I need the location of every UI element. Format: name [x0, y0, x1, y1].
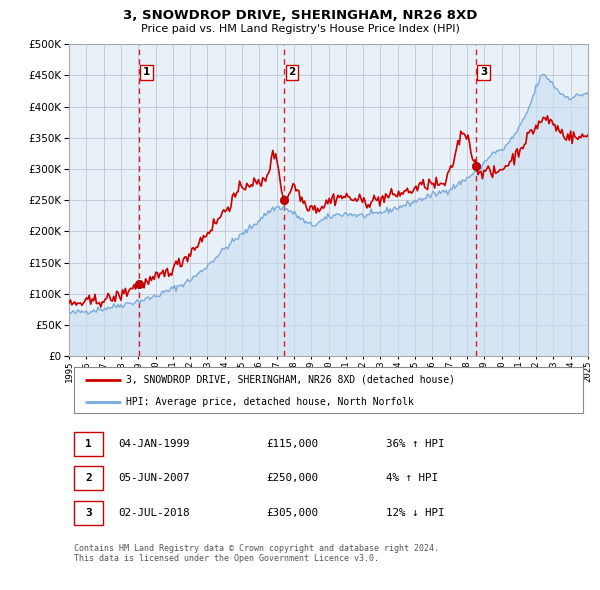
- Text: Contains HM Land Registry data © Crown copyright and database right 2024.
This d: Contains HM Land Registry data © Crown c…: [74, 544, 439, 563]
- Text: 3, SNOWDROP DRIVE, SHERINGHAM, NR26 8XD (detached house): 3, SNOWDROP DRIVE, SHERINGHAM, NR26 8XD …: [126, 375, 455, 385]
- Text: £250,000: £250,000: [266, 473, 318, 483]
- Text: 3: 3: [480, 67, 487, 77]
- Text: 02-JUL-2018: 02-JUL-2018: [118, 508, 190, 517]
- FancyBboxPatch shape: [74, 501, 103, 525]
- FancyBboxPatch shape: [74, 466, 103, 490]
- Text: Price paid vs. HM Land Registry's House Price Index (HPI): Price paid vs. HM Land Registry's House …: [140, 24, 460, 34]
- FancyBboxPatch shape: [74, 367, 583, 413]
- Text: HPI: Average price, detached house, North Norfolk: HPI: Average price, detached house, Nort…: [126, 397, 414, 407]
- Text: 1: 1: [85, 438, 92, 448]
- Text: 2: 2: [85, 473, 92, 483]
- Text: 3, SNOWDROP DRIVE, SHERINGHAM, NR26 8XD: 3, SNOWDROP DRIVE, SHERINGHAM, NR26 8XD: [123, 9, 477, 22]
- Text: 3: 3: [85, 508, 92, 517]
- Text: 1: 1: [143, 67, 150, 77]
- FancyBboxPatch shape: [74, 432, 103, 455]
- Text: 12% ↓ HPI: 12% ↓ HPI: [386, 508, 444, 517]
- Text: 05-JUN-2007: 05-JUN-2007: [118, 473, 190, 483]
- Text: 04-JAN-1999: 04-JAN-1999: [118, 438, 190, 448]
- Text: £115,000: £115,000: [266, 438, 318, 448]
- Text: £305,000: £305,000: [266, 508, 318, 517]
- Text: 4% ↑ HPI: 4% ↑ HPI: [386, 473, 437, 483]
- Text: 2: 2: [289, 67, 296, 77]
- Text: 36% ↑ HPI: 36% ↑ HPI: [386, 438, 444, 448]
